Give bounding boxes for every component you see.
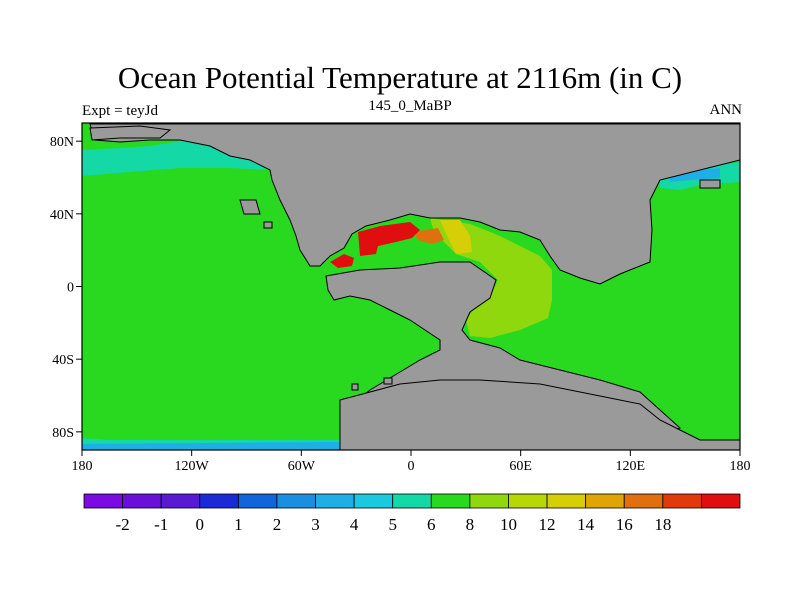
colorbar: -2 -1 0 1 2 3 4 5 6 8 10 12 14 16 18 (83, 493, 741, 534)
season-label: ANN (709, 102, 743, 118)
colorbar-label: 16 (616, 515, 633, 534)
arctic-island-3 (699, 179, 721, 189)
colorbar-label: 6 (427, 515, 436, 534)
y-axis-ticks: 80N 40N 0 40S 80S (50, 135, 82, 441)
colorbar-label: 0 (196, 515, 205, 534)
colorbar-label: 14 (577, 515, 595, 534)
colorbar-label: 5 (388, 515, 397, 534)
colorbar-label: 10 (500, 515, 517, 534)
colorbar-label: 12 (539, 515, 556, 534)
colorbar-swatch (392, 493, 432, 509)
island-b (383, 377, 393, 385)
land-masses (89, 123, 740, 450)
colorbar-label: 2 (273, 515, 282, 534)
y-tick-label: 40N (50, 208, 74, 223)
colorbar-swatch (83, 493, 123, 509)
colorbar-label: 4 (350, 515, 359, 534)
colorbar-label: 18 (654, 515, 671, 534)
tethys-red-region (358, 222, 420, 256)
laurasia-landmass (89, 123, 740, 285)
antarctic-landmass (339, 379, 740, 450)
x-tick-label: 120W (175, 459, 210, 474)
x-tick-label: 180 (72, 459, 93, 474)
colorbar-swatch (237, 493, 278, 509)
y-tick-label: 40S (52, 353, 74, 368)
antarctic-cold-strip (82, 442, 340, 450)
colorbar-swatch (160, 493, 201, 509)
x-tick-label: 0 (408, 459, 415, 474)
y-tick-label: 80N (50, 135, 74, 150)
colorbar-swatch (353, 493, 394, 509)
x-tick-label: 120E (616, 459, 646, 474)
period-label: 145_0_MaBP (368, 98, 452, 114)
colorbar-label: 8 (466, 515, 475, 534)
colorbar-label: 3 (311, 515, 320, 534)
island-a (263, 221, 273, 229)
x-tick-label: 60W (288, 459, 316, 474)
colorbar-swatch (315, 493, 355, 509)
tethys-yellow-region (440, 220, 472, 254)
colorbar-swatch (508, 493, 548, 509)
y-tick-label: 80S (52, 426, 74, 441)
colorbar-swatch (276, 493, 316, 509)
colorbar-swatch (585, 493, 625, 509)
x-tick-label: 60E (509, 459, 532, 474)
island-c (351, 383, 359, 391)
colorbar-swatch (546, 493, 587, 509)
colorbar-swatch (701, 493, 741, 509)
colorbar-swatch (199, 493, 239, 509)
colorbar-swatch (430, 493, 471, 509)
x-tick-label: 180 (730, 459, 751, 474)
colorbar-swatch (469, 493, 509, 509)
colorbar-label: -1 (154, 515, 168, 534)
y-tick-label: 0 (67, 281, 74, 296)
colorbar-swatch (122, 493, 162, 509)
tethys-orange-region (414, 228, 444, 244)
map-title: Ocean Potential Temperature at 2116m (in… (117, 60, 683, 95)
colorbar-label: -2 (116, 515, 130, 534)
colorbar-label: 1 (234, 515, 243, 534)
colorbar-swatch (662, 493, 702, 509)
x-axis-ticks: 180 120W 60W 0 60E 120E 180 (72, 450, 751, 474)
arctic-island-2 (239, 199, 261, 215)
experiment-label: Expt = teyJd (82, 103, 158, 119)
tethys-red-region-small (330, 254, 354, 268)
arctic-island-1 (89, 125, 172, 141)
colorbar-swatch (623, 493, 664, 509)
